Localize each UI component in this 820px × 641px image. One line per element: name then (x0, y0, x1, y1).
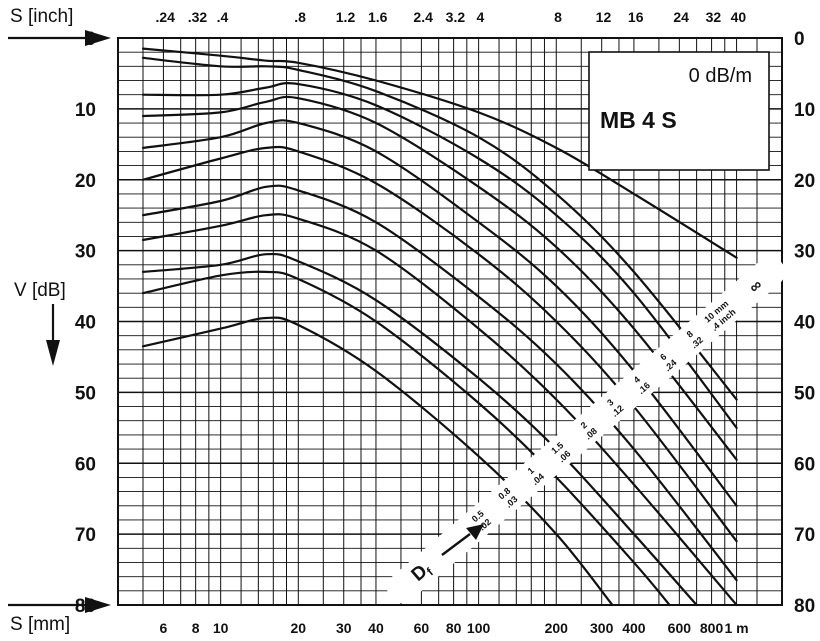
x-tick-label-inch: 40 (731, 9, 747, 25)
y-tick-label-left: 30 (75, 242, 96, 263)
series-line (141, 270, 671, 607)
x-tick-label-inch: .4 (217, 9, 229, 25)
x-tick-label-mm: 40 (368, 620, 384, 636)
y-axis-title: V [dB] (14, 280, 66, 301)
y-tick-label-right: 10 (794, 100, 815, 121)
info-box-subtitle: 0 dB/m (689, 65, 752, 87)
x-tick-label-inch: 12 (596, 9, 612, 25)
reflector-size-mm-label: 3 (605, 397, 615, 408)
reflector-size-band (387, 257, 785, 603)
series-line (141, 56, 738, 401)
y-tick-label-right: 50 (794, 383, 815, 404)
x-tick-label-mm: 60 (414, 620, 430, 636)
y-tick-label-left: 10 (75, 100, 96, 121)
x-tick-label-mm: 80 (446, 620, 462, 636)
x-tick-label-mm: 6 (160, 620, 168, 636)
series-line (141, 47, 738, 259)
y-tick-label-left: 50 (75, 383, 96, 404)
x-tick-label-inch: .32 (188, 9, 208, 25)
x-tick-label-mm: 300 (590, 620, 614, 636)
x-tick-label-inch: .24 (155, 9, 175, 25)
series-line (141, 95, 738, 461)
reflector-size-mm-label: 8 (685, 329, 695, 340)
series-line (141, 184, 738, 582)
chart-overlay: Df0.5.020.8.031.041.5.062.083.124.166.24… (387, 257, 785, 603)
x-tick-label-inch: .8 (294, 9, 306, 25)
x-tick-label-mm: 1 m (725, 620, 749, 636)
x-tick-label-inch: 8 (554, 9, 562, 25)
x-tick-label-inch: 1.6 (368, 9, 388, 25)
x-tick-label-inch: 32 (706, 9, 722, 25)
x-tick-label-inch: 1.2 (336, 9, 356, 25)
x-top-axis-title: S [inch] (10, 6, 73, 27)
y-tick-label-right: 80 (794, 596, 815, 617)
y-tick-label-right: 60 (794, 454, 815, 475)
x-tick-label-mm: 20 (291, 620, 307, 636)
x-tick-label-mm: 8 (192, 620, 200, 636)
series-line (141, 316, 614, 607)
x-top-arrow (8, 30, 111, 46)
reflector-arrow (441, 533, 471, 556)
series-line (141, 82, 738, 429)
reflector-arrow-head (466, 524, 484, 540)
reflector-size-mm-label: 1 (526, 465, 536, 476)
x-tick-label-mm: 800 (700, 620, 724, 636)
info-box: 0 dB/m MB 4 S (588, 51, 770, 171)
chart-axes: 0010102020303040405050606070708080681020… (75, 9, 815, 636)
y-tick-label-right: 30 (794, 242, 815, 263)
reflector-size-mm-label: 4 (632, 374, 642, 385)
series-line (141, 252, 698, 607)
y-axis-arrow (46, 304, 60, 366)
x-tick-label-inch: 2.4 (413, 9, 433, 25)
y-tick-label-left: 40 (75, 313, 96, 334)
y-tick-label-left: 60 (75, 454, 96, 475)
y-tick-label-right: 40 (794, 313, 815, 334)
series-line (141, 119, 738, 507)
reflector-size-mm-label: 2 (579, 420, 589, 431)
x-tick-label-mm: 10 (213, 620, 229, 636)
x-tick-label-mm: 600 (668, 620, 692, 636)
x-tick-label-mm: 400 (622, 620, 646, 636)
x-bottom-axis-title: S [mm] (10, 614, 70, 635)
x-tick-label-mm: 100 (467, 620, 491, 636)
y-tick-label-right: 70 (794, 525, 815, 546)
x-bottom-arrow (8, 597, 111, 613)
plot-frame (117, 37, 783, 606)
info-box-title: MB 4 S (600, 107, 677, 133)
x-tick-label-mm: 200 (545, 620, 569, 636)
x-tick-label-inch: 3.2 (446, 9, 466, 25)
y-tick-label-left: 70 (75, 525, 96, 546)
x-tick-label-inch: 24 (673, 9, 689, 25)
reflector-size-mm-label: 6 (658, 352, 668, 363)
series-line (141, 213, 738, 607)
y-tick-label-left: 20 (75, 171, 96, 192)
y-tick-label-right: 20 (794, 171, 815, 192)
x-tick-label-inch: 4 (476, 9, 484, 25)
y-tick-label-right: 0 (794, 29, 805, 50)
x-tick-label-inch: 16 (628, 9, 644, 25)
x-tick-label-mm: 30 (336, 620, 352, 636)
